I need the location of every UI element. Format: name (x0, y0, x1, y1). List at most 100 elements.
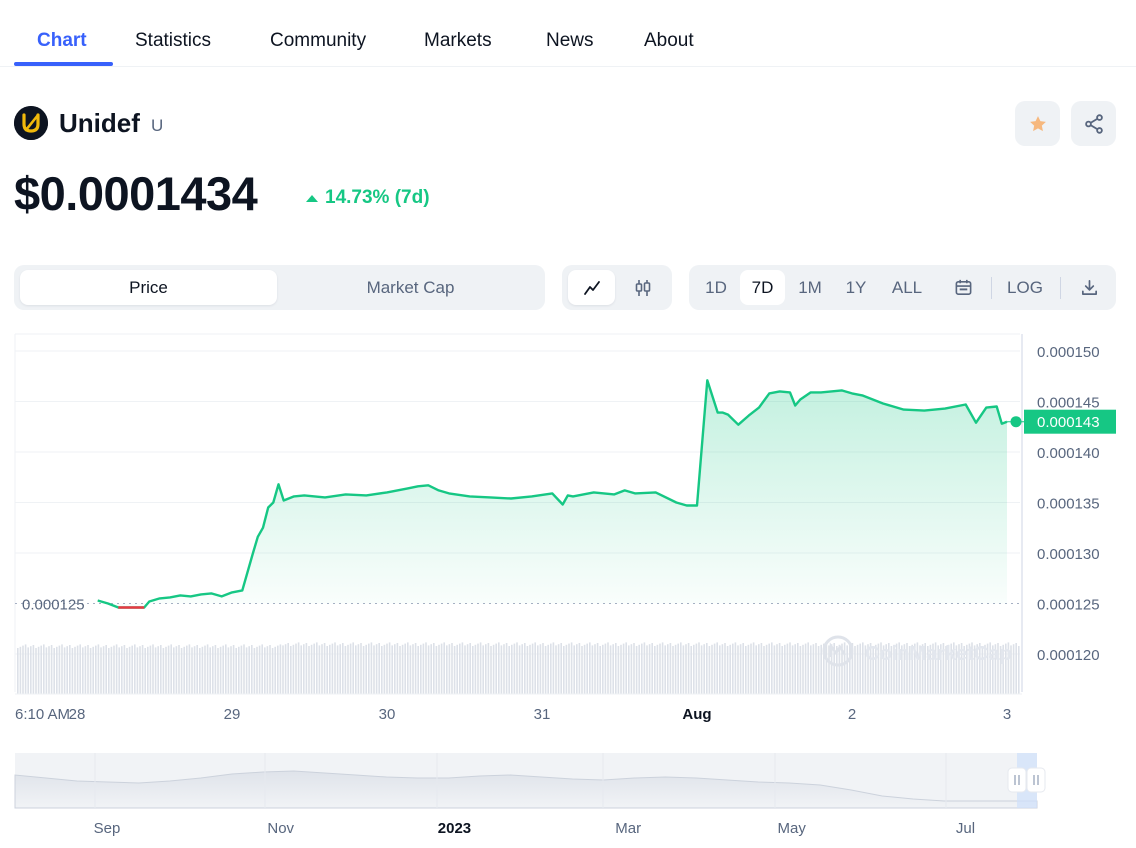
volume-bar (303, 644, 305, 694)
current-price-dot (1010, 416, 1022, 428)
price-chart[interactable]: CoinMarketCap 0.0001500.0001450.0001400.… (0, 320, 1136, 848)
volume-bar (708, 646, 711, 694)
volume-bar (84, 646, 87, 694)
volume-bar (487, 643, 490, 694)
volume-bar (693, 644, 695, 694)
line-chart-icon (583, 280, 600, 295)
tab-markets[interactable]: Markets (424, 30, 492, 51)
range-1d-button[interactable]: 1D (705, 277, 727, 297)
volume-bar (596, 643, 599, 694)
log-scale-button[interactable]: LOG (1007, 277, 1043, 297)
volume-bar (490, 646, 492, 694)
volume-bar (628, 645, 630, 694)
volume-bar (916, 642, 919, 694)
volume-bar (440, 643, 443, 694)
range-toolbar: 1D 7D 1M 1Y ALL LOG (689, 265, 1116, 310)
volume-bar (173, 647, 175, 694)
download-button[interactable] (1068, 270, 1110, 305)
candlestick-chart-button[interactable] (619, 270, 666, 305)
volume-bar (919, 645, 921, 694)
volume-bar (620, 644, 622, 694)
volume-bar (713, 643, 716, 694)
volume-bar (370, 642, 373, 694)
volume-bar (1007, 642, 1010, 694)
volume-bar (27, 647, 29, 694)
range-navigator[interactable]: Sep Nov 2023 Mar May Jul (14, 753, 1046, 837)
volume-bar (893, 644, 895, 694)
y-axis: 0.000150 0.000145 0.000140 0.000135 0.000130… (1037, 344, 1100, 664)
price-toggle-button[interactable]: Price (20, 270, 277, 305)
watchlist-star-button[interactable] (1015, 101, 1060, 146)
volume-bar (58, 645, 61, 694)
volume-bar (443, 642, 445, 694)
volume-bar (74, 646, 76, 694)
market-cap-toggle-button[interactable]: Market Cap (366, 277, 455, 297)
volume-bar (40, 645, 42, 694)
volume-bar (734, 642, 737, 694)
range-1m-button[interactable]: 1M (798, 277, 822, 297)
volume-bar (258, 645, 261, 694)
volume-bar (927, 646, 929, 694)
volume-bar (37, 646, 40, 694)
x-tick-label: 2 (848, 706, 856, 723)
volume-bar (823, 643, 825, 694)
volume-bar (144, 648, 146, 694)
volume-bar (279, 644, 282, 694)
volume-bar (945, 646, 947, 694)
volume-bar (812, 644, 815, 694)
volume-bar (466, 644, 469, 694)
volume-bar (448, 644, 451, 694)
volume-bar (230, 646, 232, 694)
volume-bar (778, 643, 781, 694)
volume-bar (43, 644, 45, 694)
volume-bar (435, 646, 438, 694)
calendar-button[interactable] (941, 270, 985, 305)
chart-style-toggle (562, 265, 672, 310)
volume-bar (849, 644, 851, 694)
range-1y-button[interactable]: 1Y (845, 277, 867, 297)
volume-bar (654, 646, 656, 694)
range-all-button[interactable]: ALL (891, 277, 923, 297)
volume-bar (453, 646, 456, 694)
volume-bar (984, 644, 986, 694)
volume-bar (864, 645, 867, 694)
line-chart-button[interactable] (568, 270, 615, 305)
volume-bar (152, 644, 154, 694)
tab-community[interactable]: Community (270, 30, 367, 51)
volume-bar (131, 645, 133, 694)
volume-bar (394, 644, 396, 694)
volume-bar (396, 643, 399, 694)
volume-bar (724, 643, 726, 694)
volume-bar (183, 646, 185, 694)
volume-bar (521, 644, 523, 694)
volume-bar (295, 643, 297, 694)
tab-news[interactable]: News (546, 30, 594, 51)
volume-bar (672, 646, 674, 694)
tab-statistics[interactable]: Statistics (135, 30, 212, 51)
volume-bar (274, 646, 276, 694)
chart-type-toggle: Price Market Cap (14, 265, 545, 310)
volume-bar (45, 647, 48, 694)
volume-bar (191, 647, 193, 694)
tab-about[interactable]: About (644, 30, 694, 51)
tab-bar: Chart Statistics Community Markets News … (0, 0, 1136, 67)
volume-bar (469, 643, 471, 694)
volume-bar (742, 643, 744, 694)
current-price-badge (1024, 409, 1116, 434)
volume-bar (404, 643, 406, 694)
volume-bar (141, 645, 144, 694)
share-button[interactable] (1071, 101, 1116, 146)
volume-bar (477, 643, 479, 694)
volume-bar (175, 646, 178, 694)
tab-chart[interactable]: Chart (37, 30, 87, 51)
volume-bar (56, 646, 58, 694)
volume-bar (459, 643, 461, 694)
volume-bar (32, 645, 35, 694)
volume-bar (414, 643, 417, 694)
range-7d-button[interactable]: 7D (740, 270, 785, 305)
volume-bar (378, 643, 380, 694)
volume-bar (604, 643, 607, 694)
volume-bar (872, 646, 874, 694)
volume-bar (100, 647, 102, 694)
volume-bar (716, 642, 718, 694)
